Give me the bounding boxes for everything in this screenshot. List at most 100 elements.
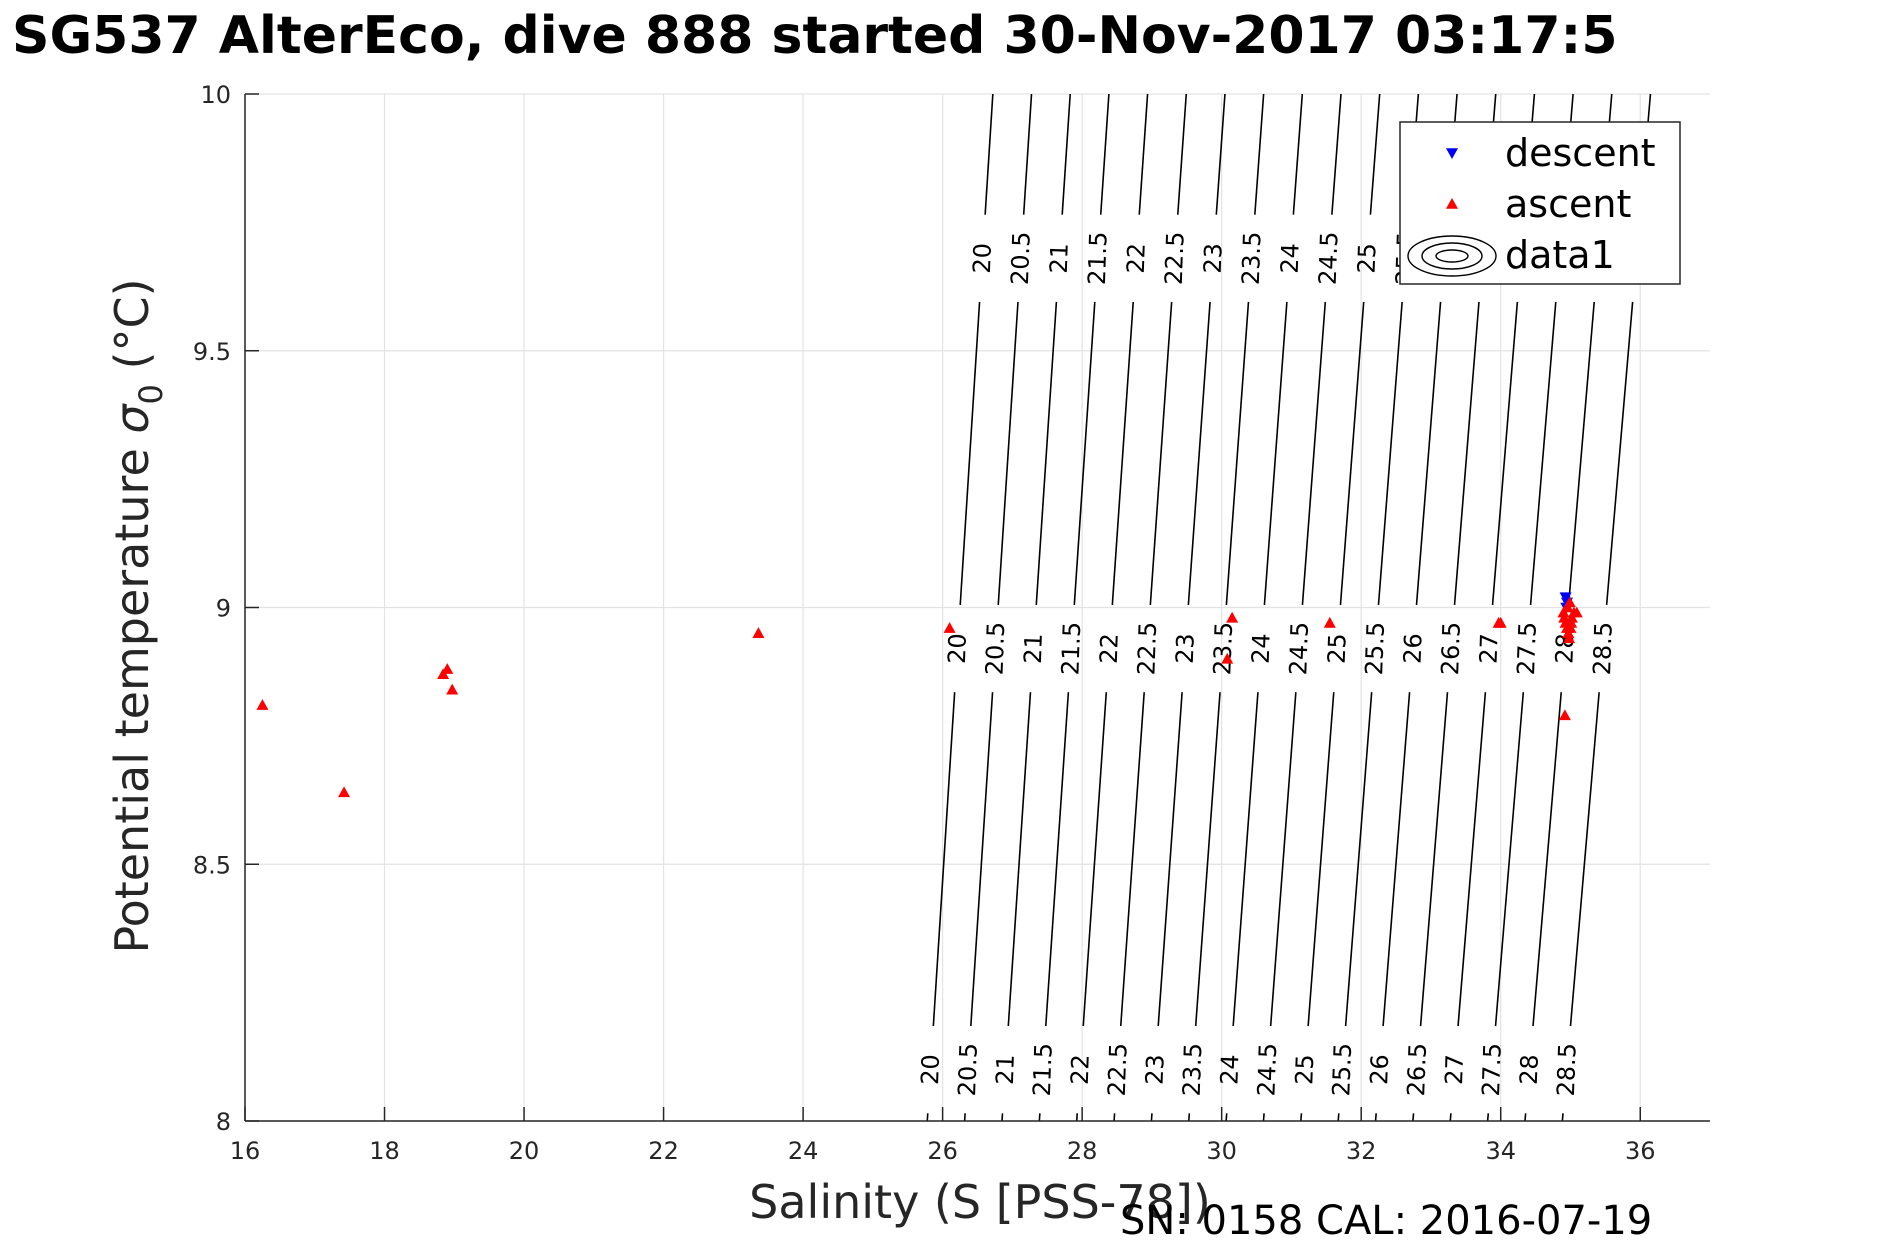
contour-line [1262, 1113, 1265, 1122]
contour-label: 27 [1474, 633, 1503, 665]
contour-label: 21.5 [1083, 231, 1113, 285]
contour-label: 23.5 [1178, 1042, 1208, 1096]
y-tick-label: 9 [216, 595, 231, 623]
contour-label: 22.5 [1103, 1042, 1133, 1096]
contour-line [959, 301, 981, 605]
contour-label: 24 [1276, 243, 1305, 275]
contour-line [1339, 301, 1365, 605]
y-axis-label-subscript: 0 [132, 384, 170, 404]
contour-line [1035, 301, 1058, 605]
contour-label: 20 [943, 633, 972, 665]
contour-line [1061, 93, 1072, 215]
x-tick-label: 20 [509, 1137, 540, 1165]
contour-line [1337, 1113, 1340, 1122]
contour-label: 20.5 [953, 1042, 983, 1096]
contour-label: 26.5 [1436, 621, 1466, 675]
contour-label: 24.5 [1284, 621, 1314, 675]
legend: descent ascent data1 [1399, 121, 1681, 285]
contour-line [1344, 692, 1373, 1027]
ascent-marker [446, 683, 459, 695]
contour-label: 28.5 [1588, 621, 1618, 675]
contour-label: 23 [1171, 633, 1200, 665]
serial-calibration-note: SN: 0158 CAL: 2016-07-19 [1120, 1198, 1653, 1244]
legend-contour-ring [1435, 249, 1469, 263]
contour-label: 20.5 [980, 621, 1010, 675]
contour-line [1176, 93, 1188, 215]
contour-line [1082, 692, 1108, 1027]
ascent-marker [1565, 616, 1578, 628]
contour-line [1569, 692, 1600, 1027]
contour-line [1374, 1113, 1377, 1122]
y-axis-label-unit: (°C) [105, 278, 159, 384]
contour-line [1377, 301, 1403, 605]
contour-label: 28 [1550, 633, 1579, 665]
contour-line [1007, 692, 1032, 1027]
contour-line [1187, 301, 1211, 605]
x-tick-label: 28 [1067, 1137, 1098, 1165]
contour-label: 21.5 [1028, 1042, 1058, 1096]
y-axis-label-sigma: σ [105, 403, 159, 434]
contour-label: 23 [1199, 243, 1228, 275]
contour-line [1225, 301, 1250, 605]
contour-line [1187, 1113, 1191, 1122]
contour-label: 22 [1066, 1054, 1095, 1086]
contour-label: 22 [1122, 243, 1151, 275]
contour-label: 25 [1353, 243, 1382, 275]
contour-label: 21 [991, 1054, 1020, 1086]
ascent-marker [1323, 616, 1336, 628]
x-tick-label: 34 [1485, 1137, 1516, 1165]
y-tick-label: 8.5 [193, 851, 231, 879]
contour-label: 27 [1440, 1054, 1469, 1086]
contour-label: 24 [1215, 1054, 1244, 1086]
chart-title: SG537 AlterEco, dive 888 started 30-Nov-… [12, 6, 1618, 66]
contour-line [1301, 301, 1327, 605]
contour-line [1532, 692, 1563, 1027]
legend-contour-ring [1421, 242, 1483, 270]
contour-line [1292, 93, 1304, 215]
x-tick-label: 24 [788, 1137, 819, 1165]
legend-contour-icon [1407, 235, 1497, 277]
y-axis-label: Potential temperature σ0 (°C) [105, 278, 170, 953]
contour-line [1022, 93, 1033, 215]
contour-label: 22 [1095, 633, 1124, 665]
contour-line [1138, 93, 1149, 215]
ascent-marker [943, 622, 956, 633]
contour-line [1119, 692, 1146, 1027]
contour-line [1457, 692, 1487, 1027]
contour-label: 23.5 [1237, 231, 1267, 285]
contour-line [1157, 692, 1183, 1027]
contour-label: 26.5 [1402, 1042, 1432, 1096]
x-tick-label: 32 [1346, 1137, 1377, 1165]
contour-line [1073, 301, 1096, 605]
ascent-marker [1494, 616, 1507, 628]
contour-line [1567, 301, 1595, 605]
x-tick-label: 18 [369, 1137, 400, 1165]
contour-label: 27.5 [1512, 621, 1542, 675]
contour-line [984, 93, 994, 215]
contour-line [1300, 1113, 1303, 1122]
contour-label: 22.5 [1160, 231, 1190, 285]
contour-line [1307, 692, 1335, 1027]
ascent-marker [752, 627, 765, 638]
contour-line [997, 301, 1019, 605]
contour-label: 21 [1019, 633, 1048, 665]
ascent-marker [1558, 709, 1571, 721]
contour-line [1149, 301, 1173, 605]
contour-label: 24.5 [1314, 231, 1344, 285]
contour-label: 22.5 [1132, 621, 1162, 675]
contour-label: 28 [1515, 1054, 1544, 1086]
x-tick-label: 36 [1625, 1137, 1656, 1165]
contour-line [970, 692, 994, 1027]
axes: 16 18 20 22 24 26 28 30 32 34 36 8 8.5 9 9.5 10 [193, 81, 1710, 1165]
contour-line [1486, 1113, 1490, 1122]
contour-line [1382, 692, 1411, 1027]
contour-line [1111, 301, 1135, 605]
contour-label: 26 [1399, 633, 1428, 665]
legend-descent-marker [1446, 148, 1458, 159]
contour-line [1232, 692, 1259, 1027]
contour-line [1561, 1113, 1564, 1122]
contour-label: 23 [1141, 1054, 1170, 1086]
contour-label: 25 [1323, 633, 1352, 665]
ascent-marker [1226, 611, 1239, 623]
contour-line [1369, 93, 1381, 215]
